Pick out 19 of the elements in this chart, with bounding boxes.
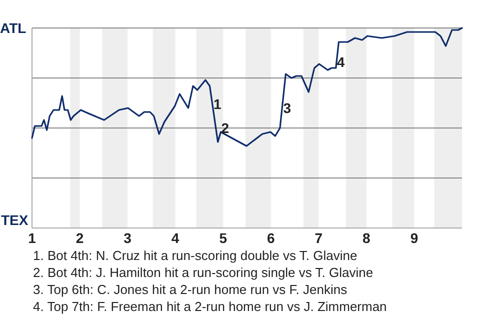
annotation: 3 xyxy=(283,100,292,116)
x-tick-label: 2 xyxy=(76,230,84,246)
text: 1. Bot 4th: N. Cruz hit a run-scoring double vs T. Glavine xyxy=(33,248,358,263)
text: ATL xyxy=(0,20,27,36)
x-tick-label: 4 xyxy=(171,230,180,246)
x-tick-label: 3 xyxy=(124,230,132,246)
x-tick-label: 8 xyxy=(362,230,371,246)
annotation: 1 xyxy=(214,96,222,112)
x-tick-label: 9 xyxy=(410,230,418,246)
x-tick-label: 5 xyxy=(219,230,228,246)
text: 4. Top 7th: F. Freeman hit a 2-run home run vs J. Zimmerman xyxy=(33,299,387,314)
x-tick-label: 6 xyxy=(266,230,275,246)
text: 2. Bot 4th: J. Hamilton hit a run-scoring single vs T. Glavine xyxy=(33,265,374,280)
text: 3. Top 6th: C. Jones hit a 2-run home run vs F. Jenkins xyxy=(33,282,348,297)
text: TEX xyxy=(1,212,29,228)
annotation: 4 xyxy=(336,54,345,70)
x-tick-label: 1 xyxy=(28,230,36,246)
x-tick-label: 7 xyxy=(314,230,323,246)
annotation: 2 xyxy=(221,120,230,136)
